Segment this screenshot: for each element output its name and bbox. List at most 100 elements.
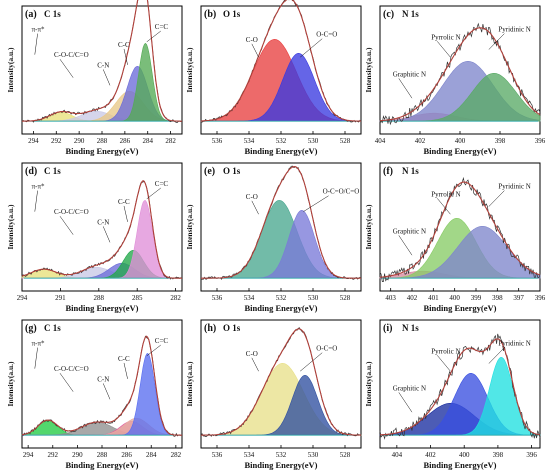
panel-label: (e) <box>204 166 215 177</box>
peak-label: C-C <box>118 41 130 49</box>
annotation-leader <box>102 69 111 86</box>
x-tick-label: 290 <box>72 451 83 459</box>
x-tick-label: 288 <box>97 137 108 145</box>
panel-label: (b) <box>204 9 216 20</box>
x-tick-label: 286 <box>121 451 132 459</box>
x-tick-label: 396 <box>526 451 537 459</box>
plot-frame <box>379 319 541 449</box>
element-label: C 1s <box>44 323 61 333</box>
peak-label: C-O-C/C=O <box>54 208 89 216</box>
x-axis-label: Binding Energy(eV) <box>424 460 497 470</box>
panel-h: 536 534 532 530 528 Binding Energy(eV) Intensi… <box>185 319 362 470</box>
peak-label: O-C=O <box>316 31 337 39</box>
fit-envelope-line <box>379 181 541 278</box>
element-label: O 1s <box>223 9 241 19</box>
peak-label: C-O-C/C=O <box>54 365 89 373</box>
x-axis-label: Binding Energy(eV) <box>66 303 139 313</box>
annotation-leader <box>251 43 259 58</box>
peak-label: Pyridinic N <box>498 183 530 191</box>
x-tick-label: 282 <box>170 294 181 302</box>
peak-label: Graphitic N <box>393 384 426 392</box>
x-tick-label: 534 <box>244 137 255 145</box>
peak-label: C=C <box>155 180 169 188</box>
peak-label: C-O-C/C=O <box>54 51 89 59</box>
annotation-leader <box>300 38 323 58</box>
peak-label: Pyrrolic N <box>431 33 460 41</box>
x-tick-label: 282 <box>171 451 182 459</box>
y-axis-label: Intensity(a.u.) <box>6 204 15 250</box>
x-tick-label: 536 <box>212 294 223 302</box>
annotation-leader <box>34 347 38 369</box>
peak-label: O-C=O <box>316 345 337 353</box>
x-tick-label: 288 <box>94 294 105 302</box>
element-label: O 1s <box>223 323 241 333</box>
x-axis-label: Binding Energy(eV) <box>66 460 139 470</box>
x-tick-label: 396 <box>535 137 546 145</box>
x-tick-label: 534 <box>244 451 255 459</box>
y-axis-label: Intensity(a.u.) <box>364 361 373 407</box>
plot-frame <box>379 162 541 292</box>
peak-label: C-O <box>246 350 258 358</box>
y-axis-label: Intensity(a.u.) <box>364 204 373 250</box>
y-axis-label: Intensity(a.u.) <box>6 47 15 93</box>
panel-label: (f) <box>383 166 393 177</box>
x-tick-label: 398 <box>492 294 503 302</box>
annotation-leader <box>488 33 505 50</box>
x-tick-label: 536 <box>212 451 223 459</box>
peak-label: C-N <box>97 375 109 383</box>
y-axis-label: Intensity(a.u.) <box>364 47 373 93</box>
x-tick-label: 294 <box>28 137 39 145</box>
peak-label: Pyrrolic N <box>431 190 460 198</box>
x-tick-label: 528 <box>340 451 351 459</box>
peak-label: C-N <box>97 61 109 69</box>
element-label: N 1s <box>402 166 419 176</box>
peak-area-c-c <box>22 200 182 279</box>
fit-envelope-line <box>22 0 182 122</box>
annotation-leader <box>251 200 259 215</box>
peak-label: C=C <box>155 337 169 345</box>
x-tick-label: 284 <box>146 451 157 459</box>
peak-label: Pyridinic N <box>498 26 530 34</box>
annotation-leader <box>59 373 74 392</box>
x-tick-label: 532 <box>276 451 287 459</box>
annotation-leader <box>102 226 111 243</box>
panel-label: (h) <box>204 323 216 334</box>
fit-envelope-line <box>201 328 361 436</box>
x-tick-label: 530 <box>308 137 319 145</box>
peak-label: Graphitic N <box>393 70 426 78</box>
peak-label: C=C <box>155 23 169 31</box>
x-tick-label: 528 <box>340 294 351 302</box>
x-tick-label: 401 <box>428 294 439 302</box>
fit-envelope-line <box>21 180 182 279</box>
panel-b: 536 534 532 530 528 Binding Energy(eV) Intensi… <box>185 0 362 156</box>
x-tick-label: 530 <box>308 451 319 459</box>
element-label: C 1s <box>44 9 61 19</box>
x-axis-label: Binding Energy(eV) <box>245 460 318 470</box>
panel-f: 403 402 401 400 399 398 397 396 Binding Energy(e… <box>364 162 546 313</box>
x-tick-label: 534 <box>244 294 255 302</box>
annotation-leader <box>146 30 161 43</box>
peak-area-c-c <box>22 42 182 122</box>
x-tick-label: 404 <box>375 137 386 145</box>
x-tick-label: 400 <box>455 137 466 145</box>
y-axis-label: Intensity(a.u.) <box>185 47 194 93</box>
annotation-leader <box>398 235 413 256</box>
peak-label: C-C <box>118 198 130 206</box>
panel-g: 294 292 290 288 286 284 282 Binding Energy(eV) I… <box>6 319 183 470</box>
x-tick-label: 294 <box>23 451 34 459</box>
element-label: C 1s <box>44 166 61 176</box>
peak-label: O-C=O/C=O <box>323 188 360 196</box>
fit-envelope-line <box>21 335 182 436</box>
y-axis-label: Intensity(a.u.) <box>185 361 194 407</box>
x-tick-label: 294 <box>17 294 28 302</box>
x-tick-label: 291 <box>55 294 66 302</box>
annotation-leader <box>34 33 38 55</box>
x-tick-label: 532 <box>276 137 287 145</box>
x-tick-label: 285 <box>132 294 143 302</box>
fit-envelope-line <box>379 27 541 122</box>
x-tick-label: 292 <box>48 451 59 459</box>
panel-a: 294 292 290 288 286 284 282 Binding Energy(eV) I… <box>6 0 183 156</box>
x-tick-label: 397 <box>513 294 524 302</box>
x-axis-label: Binding Energy(eV) <box>424 146 497 156</box>
y-axis-label: Intensity(a.u.) <box>6 361 15 407</box>
